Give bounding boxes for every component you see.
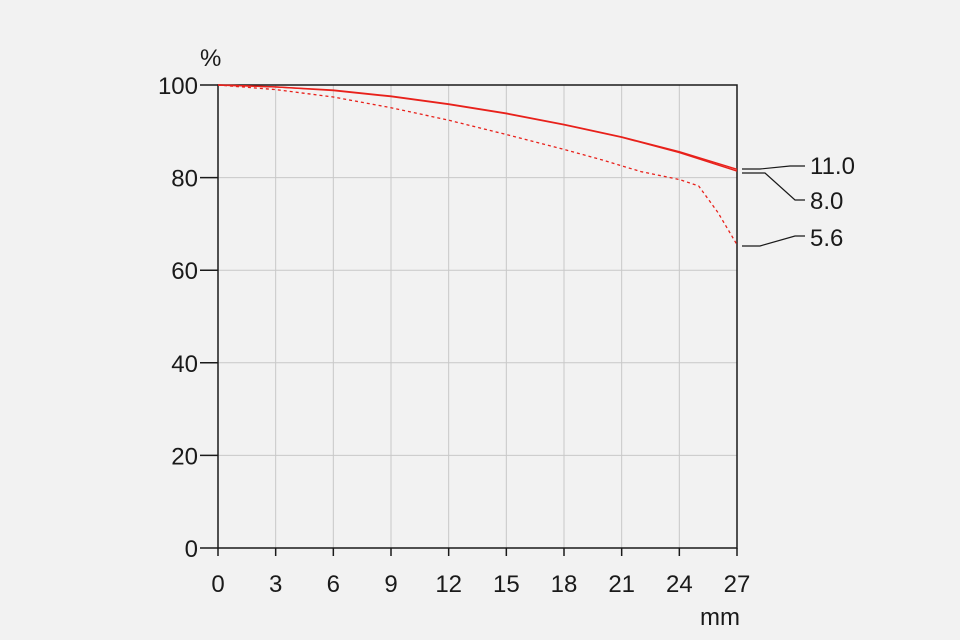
legend-label: 11.0 bbox=[810, 153, 855, 180]
y-tick-label: 20 bbox=[171, 443, 198, 470]
axes: 0 3 6 9 12 15 18 21 24 27 0 20 40 60 80 100 bbox=[158, 73, 750, 598]
series-lines bbox=[217, 84, 738, 246]
legend-leader bbox=[742, 235, 805, 247]
grid bbox=[218, 85, 737, 548]
legend-label: 5.6 bbox=[810, 225, 843, 252]
y-tick-label: 80 bbox=[171, 166, 198, 193]
x-tick-label: 21 bbox=[608, 571, 635, 598]
x-tick-label: 3 bbox=[269, 571, 282, 598]
y-tick-label: 40 bbox=[171, 351, 198, 378]
x-tick-label: 18 bbox=[551, 571, 578, 598]
x-tick-label: 15 bbox=[493, 571, 520, 598]
plot-frame bbox=[217, 84, 738, 549]
x-tick-label: 24 bbox=[666, 571, 693, 598]
legend-label: 8.0 bbox=[810, 188, 843, 215]
x-tick-label: 9 bbox=[384, 571, 397, 598]
series-line-5.6 bbox=[217, 84, 738, 246]
x-tick-label: 12 bbox=[435, 571, 462, 598]
x-tick-label: 27 bbox=[724, 571, 751, 598]
y-tick-label: 60 bbox=[171, 258, 198, 285]
series-line-11.0 bbox=[217, 84, 738, 170]
y-tick-label: 0 bbox=[185, 536, 198, 563]
x-tick-label: 6 bbox=[327, 571, 340, 598]
x-unit-label: mm bbox=[700, 604, 740, 631]
legend-leader bbox=[742, 165, 805, 170]
series-line-8.0 bbox=[217, 84, 738, 172]
legend: 11.0 8.0 5.6 bbox=[742, 153, 855, 252]
legend-leader bbox=[742, 172, 805, 201]
x-tick-label: 0 bbox=[211, 571, 224, 598]
y-unit-label: % bbox=[200, 45, 221, 72]
y-tick-label: 100 bbox=[158, 73, 198, 100]
